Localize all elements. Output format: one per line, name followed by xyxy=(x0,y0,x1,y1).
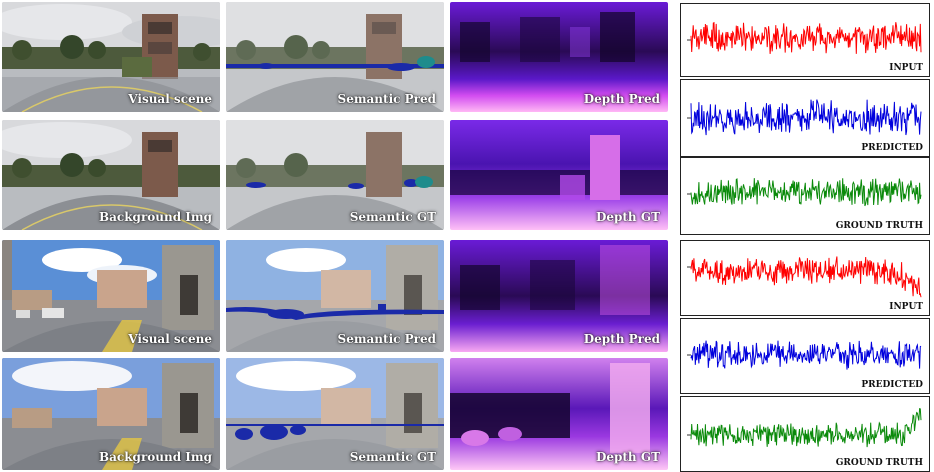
caption-depth-pred: Depth Pred xyxy=(583,332,660,346)
depth-gt-map xyxy=(450,358,668,470)
visual-scene-panel-1: Visual scene xyxy=(2,2,220,112)
semantic-gt-panel-2: Semantic GT xyxy=(226,358,444,470)
semantic-pred-image xyxy=(226,240,444,352)
signal-predicted-1: PREDICTED xyxy=(680,79,930,157)
signal-label-predicted: PREDICTED xyxy=(861,380,923,390)
signal-predicted-chart xyxy=(687,340,922,370)
signal-ground-truth-1: GROUND TRUTH xyxy=(680,157,930,235)
signal-input-1: INPUT xyxy=(680,3,930,77)
signal-ground-truth-chart xyxy=(687,178,922,207)
depth-gt-panel-1: Depth GT xyxy=(450,120,668,230)
depth-pred-panel-2: Depth Pred xyxy=(450,240,668,352)
depth-gt-panel-2: Depth GT xyxy=(450,358,668,470)
semantic-pred-image xyxy=(226,2,444,112)
caption-visual-scene: Visual scene xyxy=(128,332,212,346)
caption-semantic-pred: Semantic Pred xyxy=(337,92,436,106)
signal-label-input: INPUT xyxy=(889,63,923,73)
signal-input-chart xyxy=(687,256,922,298)
caption-depth-gt: Depth GT xyxy=(595,450,660,464)
signal-predicted-2: PREDICTED xyxy=(680,318,930,394)
depth-pred-panel-1: Depth Pred xyxy=(450,2,668,112)
background-img-panel-1: Background Img xyxy=(2,120,220,230)
caption-depth-pred: Depth Pred xyxy=(583,92,660,106)
signal-input-chart xyxy=(687,21,922,54)
caption-background-img: Background Img xyxy=(99,210,212,224)
signal-label-ground-truth: GROUND TRUTH xyxy=(835,458,923,468)
semantic-gt-image xyxy=(226,358,444,470)
signal-predicted-chart xyxy=(687,99,922,136)
depth-pred-map xyxy=(450,240,668,352)
semantic-pred-panel-2: Semantic Pred xyxy=(226,240,444,352)
street-scene-image xyxy=(2,240,220,352)
depth-gt-map xyxy=(450,120,668,230)
depth-pred-map xyxy=(450,2,668,112)
caption-semantic-gt: Semantic GT xyxy=(349,210,436,224)
signal-input-2: INPUT xyxy=(680,240,930,316)
semantic-gt-image xyxy=(226,120,444,230)
signal-label-predicted: PREDICTED xyxy=(861,143,923,153)
background-img-panel-2: Background Img xyxy=(2,358,220,470)
caption-semantic-pred: Semantic Pred xyxy=(337,332,436,346)
caption-semantic-gt: Semantic GT xyxy=(349,450,436,464)
street-scene-image xyxy=(2,2,220,112)
semantic-pred-panel-1: Semantic Pred xyxy=(226,2,444,112)
background-image xyxy=(2,120,220,230)
signal-ground-truth-2: GROUND TRUTH xyxy=(680,396,930,472)
signal-label-ground-truth: GROUND TRUTH xyxy=(835,221,923,231)
signal-ground-truth-chart xyxy=(687,408,922,448)
background-image xyxy=(2,358,220,470)
visual-scene-panel-2: Visual scene xyxy=(2,240,220,352)
caption-depth-gt: Depth GT xyxy=(595,210,660,224)
caption-background-img: Background Img xyxy=(99,450,212,464)
signal-label-input: INPUT xyxy=(889,302,923,312)
semantic-gt-panel-1: Semantic GT xyxy=(226,120,444,230)
caption-visual-scene: Visual scene xyxy=(128,92,212,106)
